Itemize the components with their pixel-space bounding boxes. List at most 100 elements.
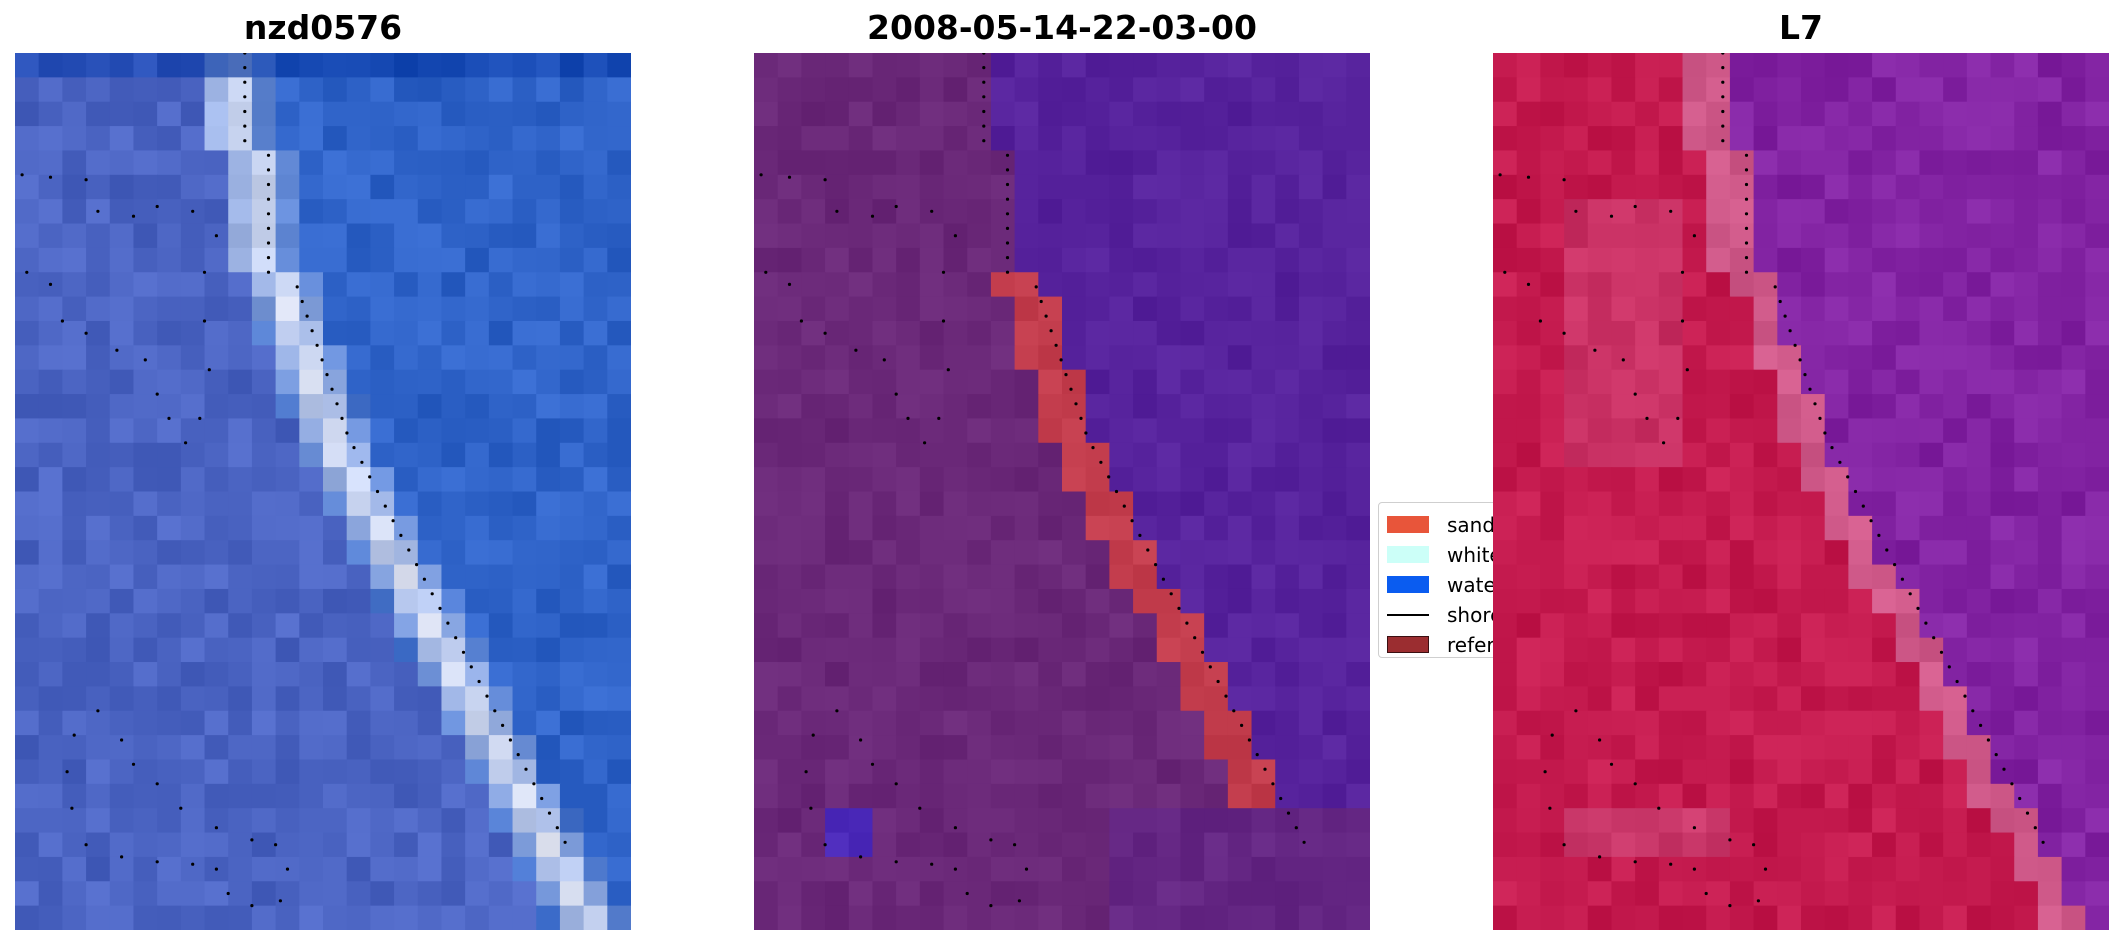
class-pixel	[1298, 832, 1324, 858]
class-pixel	[1346, 808, 1370, 834]
mndwi-pixel	[1966, 808, 1992, 834]
class-pixel	[967, 832, 992, 858]
class-pixel	[1038, 320, 1063, 346]
mndwi-pixel	[1990, 101, 2015, 127]
class-pixel	[1346, 394, 1370, 420]
rgb-pixel	[583, 174, 608, 200]
shoreline-point	[1744, 168, 1749, 172]
rgb-pixel	[62, 150, 87, 176]
mndwi-pixel	[1587, 808, 1613, 834]
class-pixel	[1180, 296, 1205, 322]
class-pixel	[919, 564, 945, 590]
mndwi-pixel	[1493, 491, 1518, 517]
rgb-pixel	[465, 126, 490, 152]
rgb-pixel	[38, 515, 63, 541]
mndwi-pixel	[1611, 442, 1636, 468]
rgb-pixel	[275, 881, 300, 907]
mndwi-pixel	[1611, 272, 1636, 298]
rgb-pixel	[15, 613, 40, 639]
mndwi-pixel	[2085, 491, 2109, 517]
rgb-pixel	[15, 53, 40, 78]
mndwi-pixel	[1848, 272, 1873, 298]
class-pixel	[1251, 174, 1276, 200]
class-pixel	[1251, 394, 1276, 420]
rgb-pixel	[38, 564, 63, 590]
shoreline-point	[72, 733, 76, 737]
rgb-pixel	[251, 588, 277, 614]
class-pixel	[1109, 515, 1134, 541]
class-pixel	[754, 296, 779, 322]
rgb-pixel	[607, 126, 631, 152]
class-pixel	[801, 564, 826, 590]
class-pixel	[1298, 247, 1324, 273]
mndwi-pixel	[1611, 515, 1636, 541]
rgb-pixel	[583, 442, 608, 468]
mndwi-pixel	[1919, 832, 1944, 858]
rgb-pixel	[180, 491, 206, 517]
class-pixel	[1133, 881, 1158, 907]
rgb-pixel	[346, 77, 371, 103]
mndwi-pixel	[1990, 345, 2015, 371]
rgb-pixel	[559, 710, 585, 736]
mndwi-pixel	[1540, 686, 1565, 712]
rgb-pixel	[15, 77, 40, 103]
class-pixel	[1109, 759, 1134, 785]
mndwi-pixel	[1895, 540, 1921, 566]
rgb-pixel	[109, 662, 135, 687]
mndwi-pixel	[1682, 686, 1707, 712]
mndwi-pixel	[2037, 53, 2063, 78]
class-pixel	[848, 467, 874, 493]
class-pixel	[1014, 394, 1039, 420]
rgb-pixel	[417, 272, 443, 298]
rgb-pixel	[488, 905, 514, 930]
mndwi-pixel	[1493, 759, 1518, 785]
class-pixel	[801, 637, 826, 663]
shoreline-point	[198, 416, 202, 420]
mndwi-pixel	[1706, 808, 1731, 834]
rgb-pixel	[417, 77, 443, 103]
shoreline-point	[1609, 214, 1614, 218]
mndwi-pixel	[1753, 808, 1778, 834]
rgb-pixel	[441, 174, 466, 200]
class-pixel	[1014, 735, 1039, 761]
rgb-pixel	[559, 467, 585, 493]
mndwi-pixel	[1919, 174, 1944, 200]
class-pixel	[1133, 637, 1158, 663]
shoreline-point	[1744, 270, 1749, 274]
mndwi-pixel	[1848, 759, 1873, 785]
class-pixel	[1180, 199, 1205, 225]
rgb-pixel	[394, 345, 419, 371]
mndwi-pixel	[1990, 735, 2015, 761]
rgb-pixel	[607, 491, 631, 517]
rgb-pixel	[228, 369, 253, 395]
mndwi-pixel	[1801, 540, 1826, 566]
class-pixel	[1062, 637, 1087, 663]
rgb-pixel	[536, 808, 561, 834]
mndwi-pixel	[1540, 515, 1565, 541]
rgb-pixel	[441, 418, 466, 444]
mndwi-pixel	[1611, 223, 1636, 249]
rgb-pixel	[86, 588, 111, 614]
class-pixel	[1346, 759, 1370, 785]
class-pixel	[1156, 735, 1182, 761]
shoreline-point	[1846, 475, 1850, 479]
rgb-pixel	[370, 540, 395, 566]
rgb-pixel	[180, 832, 206, 858]
class-pixel	[1133, 515, 1158, 541]
class-pixel	[1227, 856, 1253, 882]
class-pixel	[848, 710, 874, 736]
mndwi-pixel	[1682, 759, 1707, 785]
class-pixel	[848, 369, 874, 395]
shoreline-point	[1793, 343, 1797, 347]
class-pixel	[1014, 881, 1039, 907]
class-pixel	[1204, 126, 1229, 152]
mndwi-pixel	[1611, 710, 1636, 736]
class-pixel	[848, 808, 874, 834]
rgb-pixel	[512, 491, 537, 517]
shoreline-point	[2041, 840, 2045, 844]
mndwi-pixel	[1872, 832, 1897, 858]
rgb-pixel	[228, 491, 253, 517]
mndwi-pixel	[1611, 759, 1636, 785]
shoreline-point	[953, 867, 957, 871]
class-pixel	[967, 686, 992, 712]
